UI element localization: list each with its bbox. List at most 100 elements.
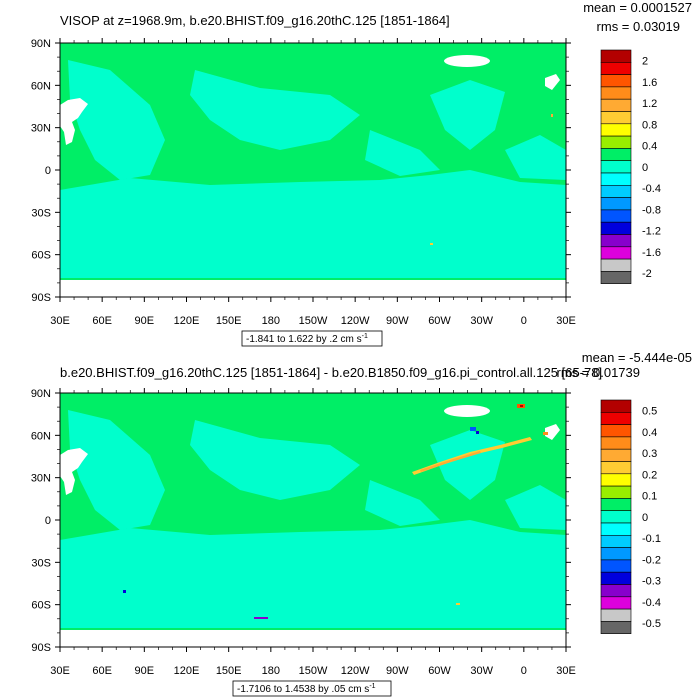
- lon-tick-label: 60E: [92, 665, 112, 677]
- panel-2-mediterranean-mask: [60, 448, 88, 495]
- colorbar-swatch: [600, 498, 632, 511]
- colorbar-label: -0.5: [642, 618, 661, 630]
- lon-tick-label: 120E: [174, 665, 200, 677]
- panel-2-greenland-mask: [444, 405, 490, 417]
- colorbar-swatch: [600, 185, 632, 198]
- colorbar-swatch: [600, 559, 632, 573]
- panel-2-title: b.e20.BHIST.f09_g16.20thC.125 [1851-1864…: [60, 365, 602, 380]
- lon-tick-label: 30E: [556, 665, 576, 677]
- lon-tick-label: 30W: [470, 665, 493, 677]
- colorbar-swatch: [600, 61, 632, 75]
- panel-1-mean: mean = 0.0001527: [583, 0, 692, 15]
- colorbar-swatch: [600, 197, 632, 211]
- colorbar-swatch: [600, 485, 632, 499]
- colorbar-swatch: [600, 534, 632, 548]
- panel-2-red-patch: [520, 405, 523, 407]
- colorbar-label: -0.4: [642, 597, 661, 609]
- lat-tick-label: 0: [45, 515, 51, 527]
- colorbar-swatch: [600, 111, 632, 125]
- colorbar-label: -1.6: [642, 247, 661, 259]
- lon-tick-label: 120E: [174, 315, 200, 327]
- lon-tick-label: 0: [521, 315, 527, 327]
- colorbar-label: 0: [642, 162, 648, 174]
- lon-tick-label: 150W: [299, 665, 328, 677]
- colorbar-label: 0.5: [642, 406, 657, 418]
- colorbar-label: 0: [642, 512, 648, 524]
- colorbar-label: -0.3: [642, 576, 661, 588]
- panel-2-orange-patch: [543, 432, 548, 435]
- colorbar-swatch: [600, 473, 632, 487]
- colorbar-label: 0.8: [642, 119, 657, 131]
- lat-tick-label: 30N: [31, 123, 51, 135]
- lon-tick-label: 60E: [92, 315, 112, 327]
- panel-1-east-pacific-patch: [365, 130, 440, 176]
- panel-2-speck: [254, 617, 268, 619]
- panel-1-indian-ocean-patch: [68, 60, 165, 180]
- panel-1-title: VISOP at z=1968.9m, b.e20.BHIST.f09_g16.…: [60, 13, 450, 28]
- panel-1-atlantic-patch: [430, 80, 505, 150]
- colorbar-swatch: [600, 123, 632, 137]
- panel-1-anomaly-regions: [60, 60, 566, 278]
- colorbar-swatch: [600, 522, 632, 536]
- lat-tick-label: 30S: [31, 557, 51, 569]
- panel-2-range-label: -1.7106 to 1.4538 by .05 cm s-1: [237, 683, 376, 695]
- colorbar-swatch: [600, 160, 632, 174]
- colorbar-label: 0.4: [642, 141, 657, 153]
- panel-1-rms: rms = 0.03019: [597, 19, 680, 34]
- panel-2-arctic-mask: [545, 424, 560, 440]
- panel-1-range-label: -1.841 to 1.622 by .2 cm s-1: [246, 333, 368, 345]
- panel-1-colorbar: 2 1.6 1.2 0.8 0.4 0 -0.4 -0.8 -1.2 -1.6 -2: [600, 49, 661, 284]
- panel-2-atlantic-patch: [430, 430, 505, 500]
- colorbar-swatch: [600, 608, 632, 622]
- colorbar-swatch: [600, 209, 632, 223]
- lon-tick-label: 30E: [50, 315, 70, 327]
- lon-tick-label: 60W: [428, 315, 451, 327]
- panel-2-blue-patch: [476, 431, 479, 434]
- colorbar-swatch: [600, 74, 632, 88]
- panel-1-pacific-patch: [190, 70, 360, 150]
- colorbar-label: -0.4: [642, 183, 661, 195]
- colorbar-swatch: [600, 172, 632, 186]
- colorbar-swatch: [600, 448, 632, 462]
- panel-1-antarctica-mask: [60, 280, 566, 297]
- colorbar-swatch: [600, 584, 632, 598]
- colorbar-label: 1.2: [642, 98, 657, 110]
- panel-2: b.e20.BHIST.f09_g16.20thC.125 [1851-1864…: [31, 350, 692, 697]
- colorbar-swatch: [600, 510, 632, 524]
- lon-tick-label: 180: [262, 665, 280, 677]
- panel-2-speck: [123, 590, 126, 593]
- colorbar-swatch: [600, 596, 632, 610]
- lon-tick-label: 90E: [135, 315, 155, 327]
- lat-tick-label: 90N: [31, 38, 51, 50]
- panel-1-missing-data: [60, 55, 566, 297]
- lon-tick-label: 150W: [299, 315, 328, 327]
- lon-tick-label: 90W: [386, 315, 409, 327]
- panel-2-colorbar: 0.5 0.4 0.3 0.2 0.1 0 -0.1 -0.2 -0.3 -0.4 -0.5: [600, 399, 661, 635]
- panel-2-range-box: -1.7106 to 1.4538 by .05 cm s-1: [232, 680, 392, 697]
- colorbar-label: -0.8: [642, 204, 661, 216]
- lat-tick-label: 60N: [31, 80, 51, 92]
- colorbar-swatch: [600, 461, 632, 475]
- colorbar-label: 0.2: [642, 469, 657, 481]
- colorbar-label: -2: [642, 268, 652, 280]
- panel-2-mean: mean = -5.444e-05: [582, 350, 692, 365]
- panel-2-rms: rms = 0.01739: [557, 365, 640, 380]
- colorbar-label: -0.2: [642, 554, 661, 566]
- colorbar-swatch: [600, 234, 632, 248]
- panel-2-east-atlantic-patch: [505, 485, 566, 530]
- panel-2-map: [60, 393, 566, 647]
- colorbar-swatch: [600, 246, 632, 260]
- colorbar-swatch: [600, 221, 632, 235]
- panel-2-missing-data: [60, 405, 566, 647]
- colorbar-label: -1.2: [642, 226, 661, 238]
- colorbar-swatch: [600, 258, 632, 272]
- lat-tick-label: 30S: [31, 207, 51, 219]
- lon-tick-label: 60W: [428, 665, 451, 677]
- lat-tick-label: 60N: [31, 430, 51, 442]
- panel-2-specks: [123, 404, 548, 619]
- colorbar-label: 1.6: [642, 77, 657, 89]
- lat-tick-label: 60S: [31, 250, 51, 262]
- colorbar-swatch: [600, 547, 632, 561]
- lon-tick-label: 0: [521, 665, 527, 677]
- colorbar-swatch: [600, 621, 632, 635]
